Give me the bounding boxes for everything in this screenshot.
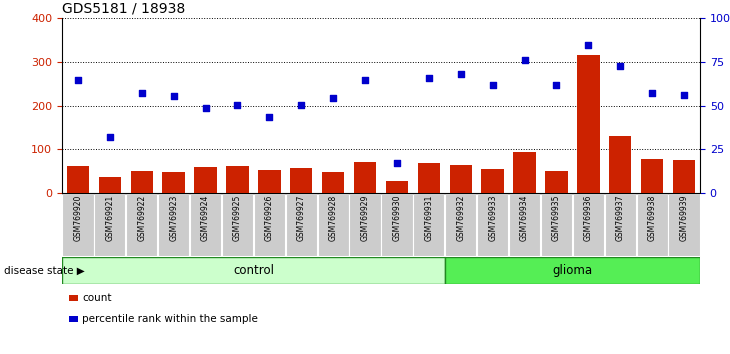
Bar — [99, 177, 121, 193]
Bar — [163, 172, 185, 193]
Bar — [385, 181, 408, 193]
Bar — [222, 194, 253, 256]
Point — [327, 95, 339, 101]
Point — [200, 105, 212, 111]
Bar — [131, 171, 153, 193]
Text: GSM769927: GSM769927 — [297, 195, 306, 241]
Bar — [62, 257, 445, 284]
Bar — [350, 194, 380, 256]
Bar — [604, 194, 636, 256]
Bar — [609, 136, 631, 193]
Bar — [450, 165, 472, 193]
Text: GSM769933: GSM769933 — [488, 195, 497, 241]
Bar — [673, 160, 695, 193]
Text: GDS5181 / 18938: GDS5181 / 18938 — [62, 1, 185, 16]
Point — [72, 77, 84, 83]
Text: GSM769936: GSM769936 — [584, 195, 593, 241]
Bar — [158, 194, 189, 256]
Bar — [94, 194, 126, 256]
Text: GSM769924: GSM769924 — [201, 195, 210, 241]
Text: percentile rank within the sample: percentile rank within the sample — [82, 314, 258, 324]
Text: GSM769921: GSM769921 — [105, 195, 115, 241]
Point — [359, 77, 371, 83]
Bar — [513, 152, 536, 193]
Point — [615, 63, 626, 69]
Bar — [318, 194, 349, 256]
Bar — [322, 172, 345, 193]
Point — [423, 75, 434, 81]
Text: GSM769935: GSM769935 — [552, 195, 561, 241]
Bar — [509, 194, 540, 256]
Bar — [126, 194, 158, 256]
Point — [646, 90, 658, 96]
Point — [487, 82, 499, 87]
Text: GSM769931: GSM769931 — [424, 195, 434, 241]
Bar — [545, 171, 568, 193]
Text: control: control — [233, 264, 274, 277]
Bar — [285, 194, 317, 256]
Bar — [226, 166, 249, 193]
Text: GSM769925: GSM769925 — [233, 195, 242, 241]
Point — [455, 71, 466, 77]
Bar — [637, 194, 668, 256]
Bar — [62, 194, 93, 256]
Bar — [254, 194, 285, 256]
Point — [583, 42, 594, 48]
Bar — [669, 194, 699, 256]
Bar — [541, 194, 572, 256]
Text: GSM769930: GSM769930 — [393, 195, 402, 241]
Text: GSM769920: GSM769920 — [74, 195, 82, 241]
Point — [231, 102, 243, 108]
Bar — [445, 194, 477, 256]
Text: disease state ▶: disease state ▶ — [4, 266, 85, 275]
Bar — [66, 166, 89, 193]
Text: GSM769922: GSM769922 — [137, 195, 146, 241]
Point — [391, 160, 403, 166]
Text: GSM769939: GSM769939 — [680, 195, 688, 241]
Text: GSM769923: GSM769923 — [169, 195, 178, 241]
Point — [519, 57, 531, 62]
Point — [104, 134, 115, 140]
Text: GSM769934: GSM769934 — [520, 195, 529, 241]
Text: GSM769932: GSM769932 — [456, 195, 465, 241]
Bar — [413, 194, 445, 256]
Bar — [482, 169, 504, 193]
Bar — [418, 163, 440, 193]
Text: GSM769926: GSM769926 — [265, 195, 274, 241]
Text: glioma: glioma — [553, 264, 593, 277]
Bar — [190, 194, 221, 256]
Text: GSM769938: GSM769938 — [648, 195, 657, 241]
Bar — [354, 161, 376, 193]
Bar — [477, 194, 508, 256]
Bar — [577, 55, 599, 193]
Point — [264, 114, 275, 120]
Bar — [381, 194, 412, 256]
Text: count: count — [82, 293, 112, 303]
Point — [168, 93, 180, 99]
Point — [678, 92, 690, 97]
Bar — [290, 168, 312, 193]
Point — [136, 90, 147, 96]
Text: GSM769937: GSM769937 — [615, 195, 625, 241]
Bar — [445, 257, 700, 284]
Bar — [573, 194, 604, 256]
Text: GSM769928: GSM769928 — [328, 195, 338, 241]
Text: GSM769929: GSM769929 — [361, 195, 369, 241]
Point — [550, 82, 562, 87]
Point — [296, 102, 307, 108]
Bar — [641, 159, 664, 193]
Bar — [194, 167, 217, 193]
Bar — [258, 170, 280, 193]
